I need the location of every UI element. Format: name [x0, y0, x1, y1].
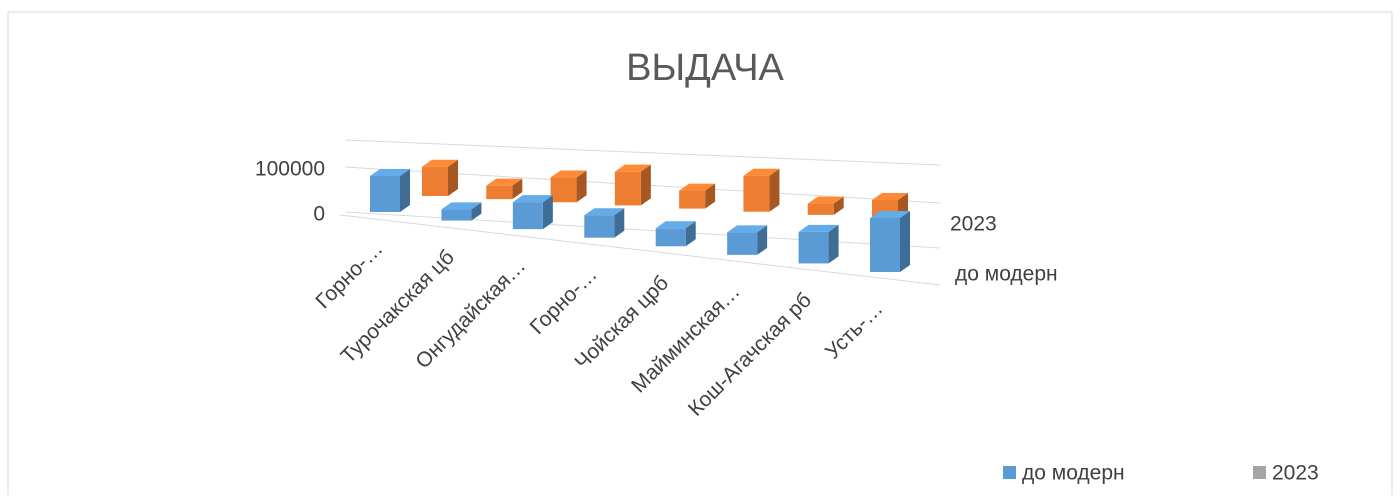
bar — [584, 215, 615, 238]
bar — [655, 228, 686, 247]
bar — [512, 202, 543, 230]
bar-side — [705, 183, 716, 209]
bar-top — [441, 202, 482, 210]
bar-side — [828, 224, 839, 264]
bar-top — [679, 183, 716, 191]
bar-side — [769, 168, 780, 212]
bar-top — [486, 178, 523, 186]
bar — [870, 218, 900, 272]
bar — [798, 231, 829, 264]
chart-border — [7, 11, 1393, 500]
bar-top — [550, 170, 587, 178]
bar-top — [422, 159, 458, 167]
bar — [807, 203, 834, 215]
bar — [441, 209, 472, 221]
bar-side — [576, 170, 587, 203]
bar — [422, 166, 448, 196]
bar-top — [807, 196, 844, 204]
legend-marker — [1253, 466, 1266, 479]
bar — [550, 177, 577, 203]
bar-side — [448, 159, 458, 196]
bar-top — [870, 211, 910, 218]
bar-top — [743, 168, 780, 176]
bar — [370, 176, 400, 212]
bar-side — [614, 208, 625, 238]
bar-side — [471, 202, 482, 221]
z-tick-label: до модерн — [955, 263, 1058, 286]
bar-top — [727, 225, 768, 233]
bar-top — [872, 193, 908, 200]
bar-side — [512, 178, 523, 200]
floor-edge — [339, 214, 941, 286]
chart-title: ВЫДАЧА — [626, 47, 784, 89]
bar — [614, 171, 641, 206]
grid-line — [344, 139, 941, 166]
z-tick-label: 2023 — [950, 213, 997, 236]
bar-top — [512, 195, 553, 203]
bar-side — [542, 195, 553, 230]
bar-side — [640, 164, 651, 206]
y-tick-label: 100000 — [255, 158, 325, 181]
bar-side — [900, 211, 910, 272]
y-tick-label: 0 — [313, 203, 325, 226]
bar-top — [584, 208, 625, 216]
bar — [486, 185, 513, 200]
bar-side — [833, 196, 844, 215]
bar-top — [655, 221, 696, 229]
bar-top — [370, 169, 410, 176]
bar-side — [400, 169, 410, 212]
bar-top — [614, 164, 651, 172]
bar — [679, 190, 706, 209]
bar-top — [798, 224, 839, 232]
legend-marker — [1003, 466, 1016, 479]
bar — [743, 175, 770, 212]
legend-label: 2023 — [1272, 462, 1319, 485]
bar — [727, 232, 758, 255]
bar-side — [757, 225, 768, 255]
bar-side — [685, 221, 696, 247]
legend-label: до модерн — [1022, 462, 1125, 485]
